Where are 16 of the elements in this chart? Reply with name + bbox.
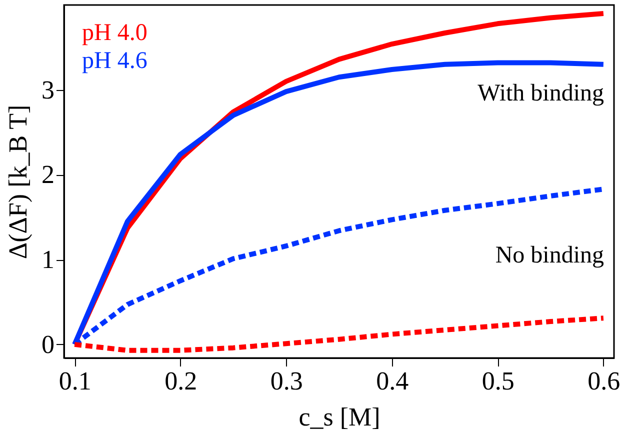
x-tick-label: 0.4 xyxy=(376,366,409,396)
annotation: With binding xyxy=(478,80,604,106)
y-tick-label: 0 xyxy=(42,330,54,359)
x-tick-label: 0.6 xyxy=(588,366,620,396)
y-tick-label: 2 xyxy=(42,160,54,190)
annotation: No binding xyxy=(495,242,604,269)
x-tick-label: 0.3 xyxy=(270,366,303,396)
y-tick-label: 1 xyxy=(42,245,54,274)
x-tick-label: 0.1 xyxy=(58,366,92,396)
x-tick-label: 0.2 xyxy=(164,366,198,396)
y-axis-title: Δ(ΔF) [k_B T] xyxy=(4,104,32,260)
y-tick-label: 3 xyxy=(42,75,54,104)
x-tick-label: 0.5 xyxy=(482,366,514,396)
text: pH 4.6 xyxy=(82,48,148,74)
text: pH 4.0 xyxy=(82,20,148,46)
x-axis-title: c_s [M] xyxy=(298,402,380,432)
